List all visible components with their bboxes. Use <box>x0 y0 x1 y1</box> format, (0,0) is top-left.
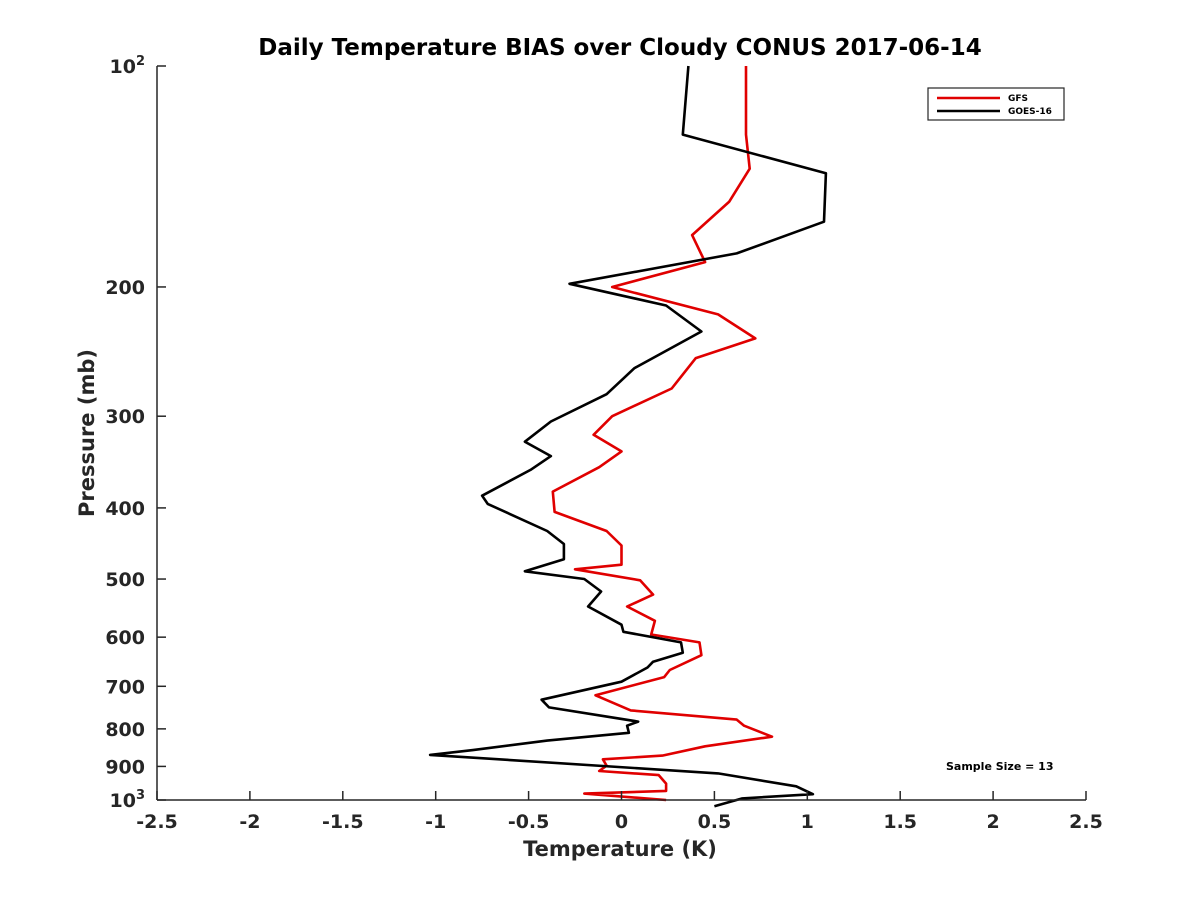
chart-title: Daily Temperature BIAS over Cloudy CONUS… <box>258 35 981 61</box>
y-tick-label: 600 <box>105 627 145 649</box>
series-line-gfs <box>551 66 774 802</box>
sample-size-annotation: Sample Size = 13 <box>946 760 1053 773</box>
y-tick-label: 800 <box>105 719 145 741</box>
y-tick-label: 400 <box>105 498 145 520</box>
series-line-goes16 <box>428 65 828 808</box>
x-tick-label: 2.5 <box>1069 811 1103 833</box>
x-tick-label: -1.5 <box>322 811 364 833</box>
x-tick-label: 0 <box>615 811 628 833</box>
x-tick-label: 2 <box>986 811 999 833</box>
y-tick-label: 200 <box>105 277 145 299</box>
y-axis-label: Pressure (mb) <box>75 349 99 517</box>
y-tick-label: 102 <box>110 54 146 78</box>
x-tick-label: -0.5 <box>508 811 550 833</box>
y-tick-label: 300 <box>105 406 145 428</box>
legend: GFS GOES-16 <box>927 87 1065 121</box>
x-tick-label: 0.5 <box>698 811 732 833</box>
legend-box <box>927 87 1065 121</box>
y-tick-label: 900 <box>105 756 145 778</box>
x-axis-label: Temperature (K) <box>523 837 717 861</box>
legend-label-goes16: GOES-16 <box>1008 107 1052 117</box>
x-tick-label: 1 <box>801 811 814 833</box>
series-layer <box>428 65 828 808</box>
x-axis-ticks: -2.5 -2 -1.5 -1 -0.5 0 0.5 1 1.5 2 2.5 <box>136 791 1103 833</box>
x-tick-label: 1.5 <box>883 811 917 833</box>
x-tick-label: -2.5 <box>136 811 178 833</box>
y-tick-label: 700 <box>105 676 145 698</box>
x-tick-label: -2 <box>239 811 260 833</box>
y-axis-ticks: 200 300 400 500 600 700 800 900 102 103 <box>105 54 166 812</box>
x-tick-label: -1 <box>425 811 446 833</box>
legend-label-gfs: GFS <box>1008 94 1028 104</box>
y-tick-label: 103 <box>110 788 146 812</box>
y-tick-label: 500 <box>105 569 145 591</box>
